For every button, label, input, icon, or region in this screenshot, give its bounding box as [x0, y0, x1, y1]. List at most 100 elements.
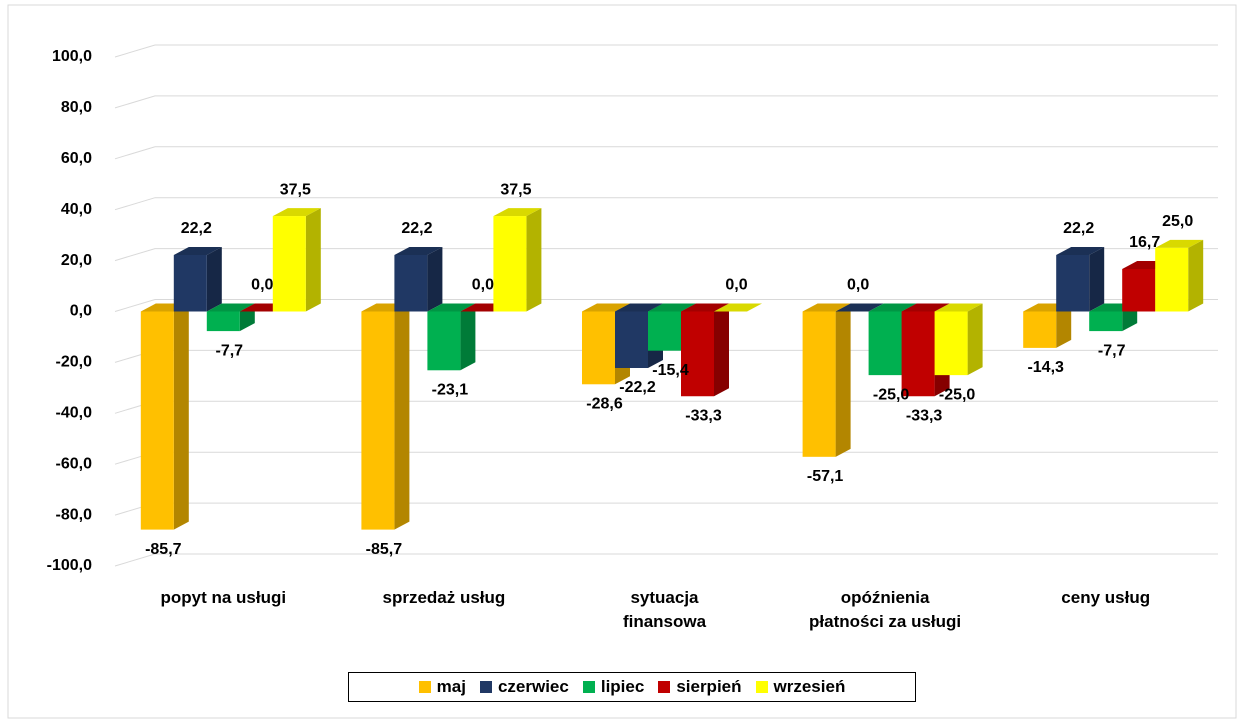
bar-side [305, 208, 321, 312]
x-tick-label: popyt na usługi [160, 588, 287, 607]
bar-side [714, 303, 729, 397]
bar [1056, 255, 1090, 312]
bar-top [934, 303, 983, 312]
legend-label: wrzesień [773, 677, 846, 696]
data-label: -85,7 [366, 541, 403, 558]
data-label: 22,2 [1063, 220, 1094, 237]
bar [802, 311, 836, 457]
bar [615, 311, 648, 368]
legend-label: maj [436, 677, 466, 696]
bar-side [1089, 247, 1105, 312]
legend-swatch [755, 681, 768, 693]
bar-top [582, 303, 630, 312]
y-tick-label: 40,0 [61, 201, 92, 218]
bar-side [1188, 239, 1204, 312]
bar [394, 255, 428, 312]
y-tick-label: 0,0 [70, 303, 92, 320]
bar [934, 311, 968, 376]
grid-line [114, 146, 1218, 160]
y-tick-label: -80,0 [56, 506, 93, 523]
legend-label: czerwiec [497, 677, 569, 696]
legend-item: czerwiec [479, 677, 569, 697]
bar-side [967, 303, 983, 376]
bar-top [493, 208, 542, 217]
data-label: -22,2 [619, 379, 656, 396]
y-tick-label: 80,0 [61, 99, 92, 116]
x-tick-label: sprzedaż usług [382, 588, 506, 607]
bar [1089, 311, 1123, 332]
legend-swatch [479, 681, 492, 693]
bar [681, 311, 714, 397]
data-label: -14,3 [1027, 359, 1064, 376]
data-label: 25,0 [1162, 213, 1193, 230]
grid-line [114, 197, 1218, 211]
grid-line [114, 44, 1218, 58]
y-tick-label: -20,0 [56, 354, 93, 371]
legend-item: lipiec [582, 677, 645, 697]
data-label: 37,5 [500, 181, 531, 198]
grid-line [114, 248, 1218, 262]
bar-side [394, 303, 410, 530]
bar-top [615, 303, 663, 312]
data-label: -33,3 [685, 407, 722, 424]
legend-label: lipiec [600, 677, 645, 696]
bar-side [1056, 303, 1072, 348]
legend-item: maj [418, 677, 466, 697]
data-label: -15,4 [652, 362, 689, 379]
data-label: -7,7 [1098, 342, 1126, 359]
x-tick-label: ceny usług [1061, 588, 1151, 607]
bar-top [681, 303, 729, 312]
data-label: 16,7 [1129, 234, 1160, 251]
bar-top [868, 303, 917, 312]
data-label: -25,0 [939, 386, 976, 403]
y-tick-label: -60,0 [56, 455, 93, 472]
legend-swatch [658, 681, 671, 693]
bar [901, 311, 935, 397]
legend-item: wrzesień [755, 677, 846, 697]
data-label: 22,2 [401, 220, 432, 237]
y-tick-label: 20,0 [61, 252, 92, 269]
bar-side [460, 303, 476, 371]
bar [1155, 247, 1189, 312]
data-label: -85,7 [145, 541, 182, 558]
bar-top [206, 303, 255, 312]
grid-line [114, 95, 1218, 109]
bar-top [173, 247, 222, 256]
bar-top [1155, 239, 1204, 248]
bar-side [173, 303, 189, 530]
bar [173, 255, 207, 312]
bar [427, 311, 461, 371]
bar-side [427, 247, 443, 312]
bar [272, 216, 306, 312]
legend-swatch [418, 681, 431, 693]
bar [1023, 311, 1057, 348]
bar [493, 216, 527, 312]
data-label: 0,0 [251, 277, 273, 294]
bar-top [714, 303, 762, 312]
bar-top [427, 303, 476, 312]
data-label: -57,1 [807, 468, 844, 485]
data-label: 0,0 [472, 277, 494, 294]
bar [648, 311, 681, 351]
bar [582, 311, 615, 385]
x-tick-label: sytuacja finansowa [622, 588, 707, 631]
bar-top [648, 303, 696, 312]
data-label: 0,0 [847, 277, 869, 294]
bar-side [526, 208, 542, 312]
data-label: -25,0 [873, 386, 910, 403]
bar-top [1056, 247, 1105, 256]
data-label: -33,3 [906, 407, 943, 424]
legend-swatch [582, 681, 595, 693]
data-label: -23,1 [432, 382, 469, 399]
grid-line [114, 299, 1218, 312]
data-label: -7,7 [216, 342, 244, 359]
bar-top [272, 208, 321, 217]
bar-top [901, 303, 950, 312]
bar [206, 311, 240, 332]
legend-item: sierpień [658, 677, 742, 697]
bar-side [206, 247, 222, 312]
y-tick-label: -100,0 [47, 557, 92, 574]
data-label: -28,6 [586, 396, 623, 413]
bar-side [835, 303, 851, 457]
